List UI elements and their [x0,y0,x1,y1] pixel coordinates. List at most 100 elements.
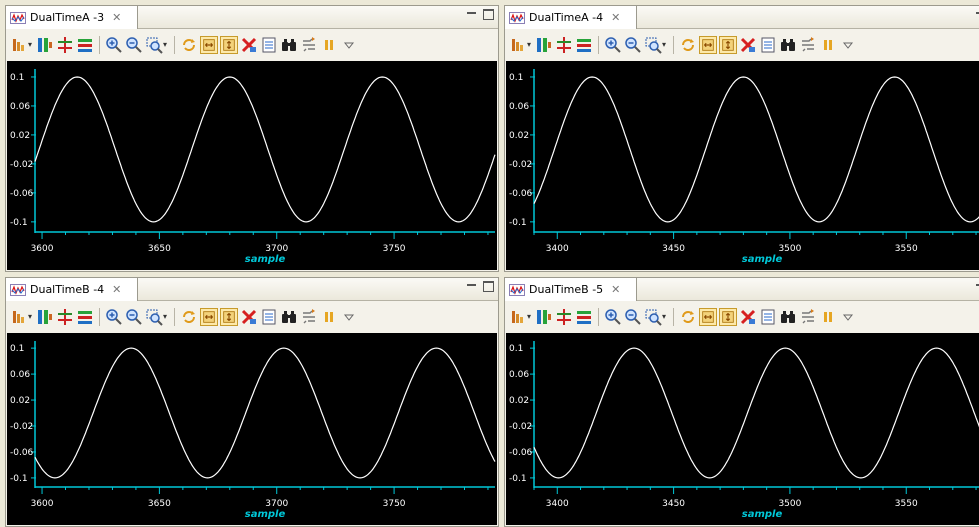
zoom-in-icon [605,36,621,53]
maximize-icon[interactable] [483,9,494,20]
find-button[interactable] [779,36,797,54]
zoom-in-button[interactable] [604,308,622,326]
zoom-in-button[interactable] [105,36,123,54]
find-button[interactable] [280,308,298,326]
view-tab[interactable]: DualTimeB -4 ✕ [6,278,138,301]
refresh-button[interactable] [180,308,198,326]
zoom-out-button[interactable] [624,36,642,54]
auto-scale-y-button[interactable] [719,35,737,54]
clear-button[interactable] [240,36,258,54]
zoom-region-button[interactable] [644,36,662,54]
clear-button[interactable] [739,308,757,326]
x-axis-label: sample [742,254,783,265]
view-menu-button[interactable] [340,308,358,326]
y-tick-label: 0.02 [10,396,30,406]
chart-area[interactable]: 0.1 0.06 0.02 -0.02 -0.06 -0.1 3600 3650 3700 375… [7,333,497,525]
settings-button[interactable] [300,36,318,54]
settings-button[interactable] [799,36,817,54]
auto-scale-y-button[interactable] [220,307,238,326]
clear-button[interactable] [739,36,757,54]
crosshair-button[interactable] [56,36,74,54]
data-source-button[interactable] [509,36,527,54]
show-values-button[interactable] [36,308,54,326]
settings-button[interactable] [300,308,318,326]
close-icon[interactable]: ✕ [112,283,122,296]
pause-button[interactable] [819,308,837,326]
auto-scale-x-button[interactable] [200,35,218,54]
view-tab[interactable]: DualTimeA -4 ✕ [505,6,637,29]
legend-button[interactable] [76,36,94,54]
legend-button[interactable] [575,36,593,54]
dropdown-arrow-icon[interactable]: ▾ [662,40,667,49]
maximize-icon[interactable] [483,281,494,292]
minimize-icon[interactable] [466,9,477,20]
chart-area[interactable]: 0.1 0.06 0.02 -0.02 -0.06 -0.1 3400 3450 3500 355… [506,333,979,525]
clear-button[interactable] [240,308,258,326]
crosshair-button[interactable] [555,36,573,54]
crosshair-button[interactable] [555,308,573,326]
data-source-button[interactable] [10,36,28,54]
minimize-icon[interactable] [466,281,477,292]
close-icon[interactable]: ✕ [611,283,621,296]
zoom-out-button[interactable] [125,36,143,54]
data-source-icon [13,38,24,51]
auto-scale-y-button[interactable] [220,35,238,54]
dropdown-arrow-icon[interactable]: ▾ [527,312,532,321]
view-menu-button[interactable] [340,36,358,54]
pause-button[interactable] [819,36,837,54]
dropdown-arrow-icon[interactable]: ▾ [28,312,33,321]
auto-scale-x-button[interactable] [699,307,717,326]
chart-area[interactable]: 0.1 0.06 0.02 -0.02 -0.06 -0.1 3600 3650 3700 375… [7,61,497,270]
zoom-region-button[interactable] [145,36,163,54]
close-icon[interactable]: ✕ [112,11,122,24]
properties-button[interactable] [759,308,777,326]
legend-button[interactable] [575,308,593,326]
signal-trace [34,347,496,479]
minimize-icon[interactable] [975,281,979,292]
view-dualtimeb-5: DualTimeB -5 ✕ ▾ ▾ 0.1 0.06 0.02 -0.02 -0.06-… [504,277,979,527]
close-icon[interactable]: ✕ [611,11,621,24]
legend-button[interactable] [76,308,94,326]
dropdown-arrow-icon[interactable]: ▾ [28,40,33,49]
settings-icon [802,308,814,323]
dropdown-arrow-icon[interactable]: ▾ [527,40,532,49]
auto-scale-y-button[interactable] [719,307,737,326]
pause-button[interactable] [320,308,338,326]
refresh-button[interactable] [180,36,198,54]
refresh-button[interactable] [679,308,697,326]
find-button[interactable] [779,308,797,326]
zoom-out-button[interactable] [125,308,143,326]
chart-area[interactable]: 0.1 0.06 0.02 -0.02 -0.06 -0.1 3400 3450 3500 355… [506,61,979,270]
zoom-out-button[interactable] [624,308,642,326]
properties-button[interactable] [759,36,777,54]
legend-icon [78,310,92,324]
auto-scale-x-button[interactable] [200,307,218,326]
zoom-region-button[interactable] [145,308,163,326]
zoom-region-button[interactable] [644,308,662,326]
zoom-in-button[interactable] [604,36,622,54]
pause-button[interactable] [320,36,338,54]
settings-button[interactable] [799,308,817,326]
zoom-in-button[interactable] [105,308,123,326]
show-values-button[interactable] [36,36,54,54]
data-source-button[interactable] [10,308,28,326]
show-values-button[interactable] [535,308,553,326]
show-values-button[interactable] [535,36,553,54]
properties-button[interactable] [260,308,278,326]
chart-svg: 0.1 0.06 0.02 -0.02 -0.06 -0.1 3400 3450 3500 355… [509,69,979,265]
view-menu-button[interactable] [839,308,857,326]
data-source-button[interactable] [509,308,527,326]
dropdown-arrow-icon[interactable]: ▾ [662,312,667,321]
auto-scale-y-icon [722,38,734,51]
find-button[interactable] [280,36,298,54]
dropdown-arrow-icon[interactable]: ▾ [163,312,168,321]
crosshair-button[interactable] [56,308,74,326]
view-menu-button[interactable] [839,36,857,54]
properties-button[interactable] [260,36,278,54]
view-tab[interactable]: DualTimeB -5 ✕ [505,278,637,301]
view-tab[interactable]: DualTimeA -3 ✕ [6,6,138,29]
minimize-icon[interactable] [975,9,979,20]
refresh-button[interactable] [679,36,697,54]
auto-scale-x-button[interactable] [699,35,717,54]
dropdown-arrow-icon[interactable]: ▾ [163,40,168,49]
